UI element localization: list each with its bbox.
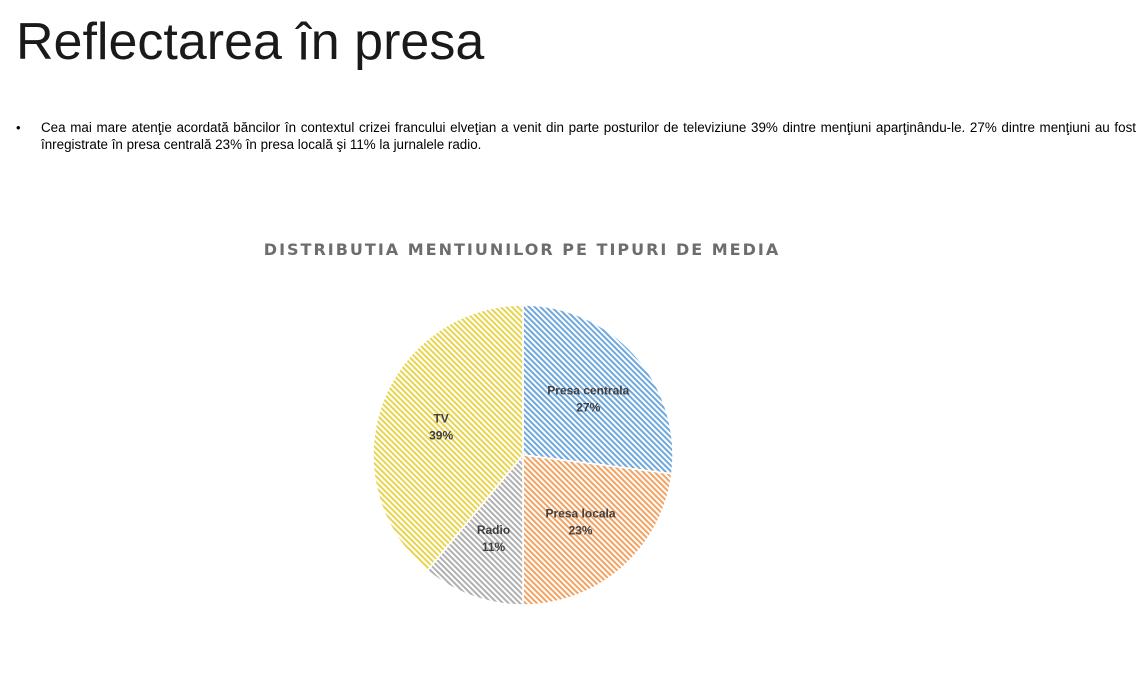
pie-slice-tv xyxy=(372,304,524,572)
slice-label-value: 27% xyxy=(576,400,600,414)
slice-label-value: 39% xyxy=(429,429,453,443)
pie-slices xyxy=(372,304,674,606)
slide-title: Reflectarea în presa xyxy=(16,13,485,71)
slice-label-name: TV xyxy=(433,412,448,426)
slice-label-name: Presa centrala xyxy=(547,383,629,397)
bullet-icon: • xyxy=(16,120,21,135)
pie-slice-presa-centrala xyxy=(522,304,674,475)
slice-label-value: 11% xyxy=(482,540,506,554)
slice-label-value: 23% xyxy=(569,523,593,537)
bullet-text: Cea mai mare atenţie acordată băncilor î… xyxy=(41,120,1136,152)
pie-labels: Presa centrala 27% Presa locala 23% Radio 11%… xyxy=(429,383,629,553)
pie-slice-radio xyxy=(426,452,524,606)
pie-slice-presa-locala xyxy=(522,454,673,606)
bullet-paragraph: • Cea mai mare atenţie acordată băncilor… xyxy=(16,119,1136,153)
pie-chart: Presa centrala 27% Presa locala 23% Radio 11%… xyxy=(372,304,674,606)
slice-label-name: Radio xyxy=(477,523,510,537)
chart-title: DISTRIBUTIA MENTIUNILOR PE TIPURI DE MED… xyxy=(263,240,781,259)
slice-label-name: Presa locala xyxy=(546,506,616,520)
